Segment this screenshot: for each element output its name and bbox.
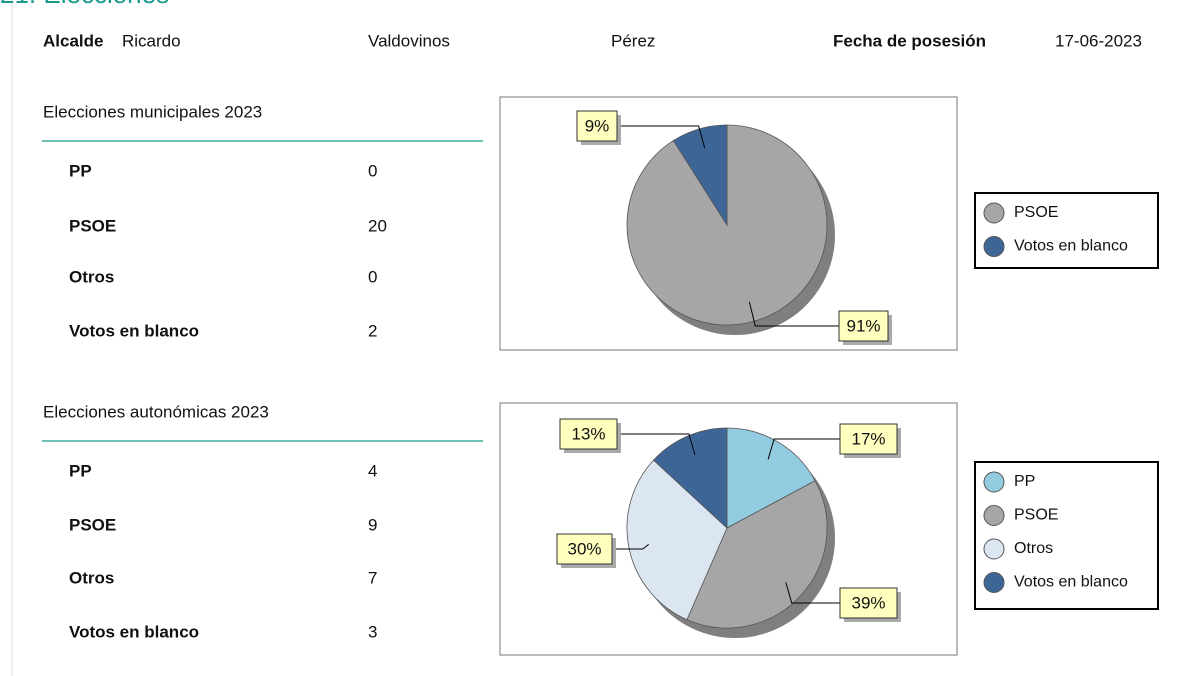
party-name: PSOE bbox=[69, 216, 116, 235]
leader-line bbox=[767, 438, 840, 460]
leader-line bbox=[748, 301, 839, 327]
value-label-box bbox=[576, 110, 618, 142]
legend-box bbox=[974, 192, 1159, 269]
legend-label: Otros bbox=[1014, 540, 1053, 557]
party-name: Votos en blanco bbox=[69, 622, 199, 641]
value-label-box bbox=[839, 423, 898, 455]
party-seats: 2 bbox=[368, 321, 377, 340]
value-label-box bbox=[839, 587, 898, 619]
legend-swatch bbox=[983, 202, 1005, 224]
pie-slice bbox=[686, 480, 828, 629]
party-seats: 0 bbox=[368, 161, 377, 180]
legend-box bbox=[974, 461, 1159, 610]
legend-swatch bbox=[983, 236, 1005, 257]
pie-slice bbox=[726, 427, 816, 529]
value-label: 30% bbox=[567, 539, 601, 558]
legend-label: Votos en blanco bbox=[1014, 238, 1128, 255]
legend-swatch bbox=[983, 471, 1005, 493]
party-seats: 4 bbox=[368, 461, 377, 480]
alcalde-nombre: Ricardo bbox=[122, 31, 181, 50]
pie-slice bbox=[626, 459, 728, 621]
value-label-box bbox=[556, 533, 613, 565]
leader-line bbox=[617, 433, 696, 455]
leader-line bbox=[785, 582, 840, 604]
party-seats: 3 bbox=[368, 622, 377, 641]
party-seats: 7 bbox=[368, 568, 377, 587]
legend-swatch bbox=[983, 572, 1005, 593]
legend-swatch bbox=[983, 505, 1005, 526]
alcalde-apellido: Pérez bbox=[611, 31, 655, 50]
fecha: 17-06-2023 bbox=[1055, 31, 1142, 50]
value-label: 9% bbox=[585, 116, 610, 135]
party-name: Otros bbox=[69, 568, 114, 587]
party-name: PP bbox=[69, 161, 92, 180]
party-seats: 20 bbox=[368, 216, 387, 235]
party-name: Votos en blanco bbox=[69, 321, 199, 340]
legend-swatch bbox=[983, 538, 1005, 560]
party-name: Otros bbox=[69, 267, 114, 286]
party-name: PSOE bbox=[69, 515, 116, 534]
value-label: 17% bbox=[851, 429, 885, 448]
value-label: 39% bbox=[851, 593, 885, 612]
leader-line bbox=[612, 543, 650, 550]
section-title: Elecciones municipales 2023 bbox=[43, 102, 262, 121]
leader-line bbox=[617, 125, 706, 149]
section-title: Elecciones autonómicas 2023 bbox=[43, 402, 269, 421]
value-label-box bbox=[559, 418, 618, 450]
pie-slice bbox=[652, 427, 728, 529]
party-seats: 9 bbox=[368, 515, 377, 534]
page-title: 21. Elecciones bbox=[0, 0, 169, 9]
alcalde-label: Alcalde bbox=[43, 31, 103, 50]
value-label: 91% bbox=[846, 316, 880, 335]
legend-label: PSOE bbox=[1014, 204, 1058, 221]
party-name: PP bbox=[69, 461, 92, 480]
value-label: 13% bbox=[571, 424, 605, 443]
party-seats: 0 bbox=[368, 267, 377, 286]
alcalde-apellido: Valdovinos bbox=[368, 31, 450, 50]
value-label-box bbox=[838, 310, 889, 342]
fecha-label: Fecha de posesión bbox=[833, 31, 986, 50]
legend-label: PSOE bbox=[1014, 507, 1058, 524]
legend-label: PP bbox=[1014, 473, 1035, 490]
legend-label: Votos en blanco bbox=[1014, 574, 1128, 591]
